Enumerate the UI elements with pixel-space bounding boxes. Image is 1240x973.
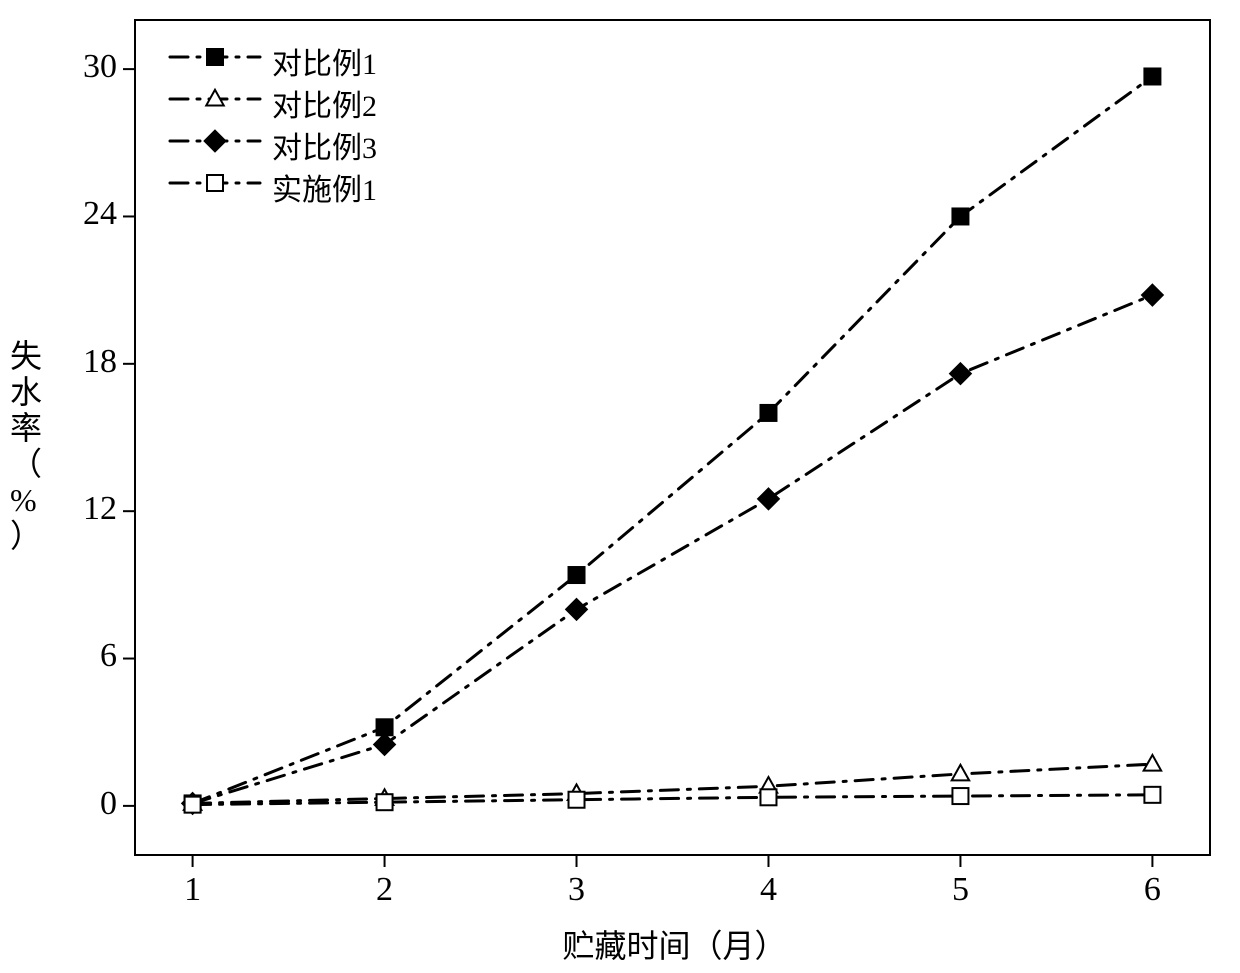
y-axis-label: 失水率（%） [10, 338, 42, 554]
y-tick-label: 12 [57, 490, 117, 528]
x-tick-label: 2 [355, 871, 415, 909]
x-tick-label: 4 [738, 871, 798, 909]
legend-entry [170, 90, 260, 106]
series-对比例2 [184, 755, 1161, 810]
y-tick-label: 18 [57, 343, 117, 381]
legend-entry [170, 49, 260, 65]
legend-entry [170, 175, 260, 191]
y-tick-label: 24 [57, 195, 117, 233]
y-tick-label: 6 [57, 637, 117, 675]
x-tick-label: 6 [1122, 871, 1182, 909]
x-tick-label: 5 [930, 871, 990, 909]
legend-label: 对比例2 [272, 81, 377, 125]
legend-label: 实施例1 [272, 165, 377, 209]
x-tick-label: 3 [547, 871, 607, 909]
legend-entry [170, 131, 260, 152]
y-tick-label: 30 [57, 48, 117, 86]
legend-label: 对比例1 [272, 39, 377, 83]
x-tick-label: 1 [163, 871, 223, 909]
y-tick-label: 0 [57, 785, 117, 823]
chart-container: 失水率（%） 贮藏时间（月） 1234560612182430对比例1对比例2对… [0, 0, 1240, 973]
legend-label: 对比例3 [272, 123, 377, 167]
line-chart [0, 0, 1240, 973]
x-axis-label: 贮藏时间（月） [563, 921, 787, 967]
series-对比例3 [182, 285, 1163, 814]
